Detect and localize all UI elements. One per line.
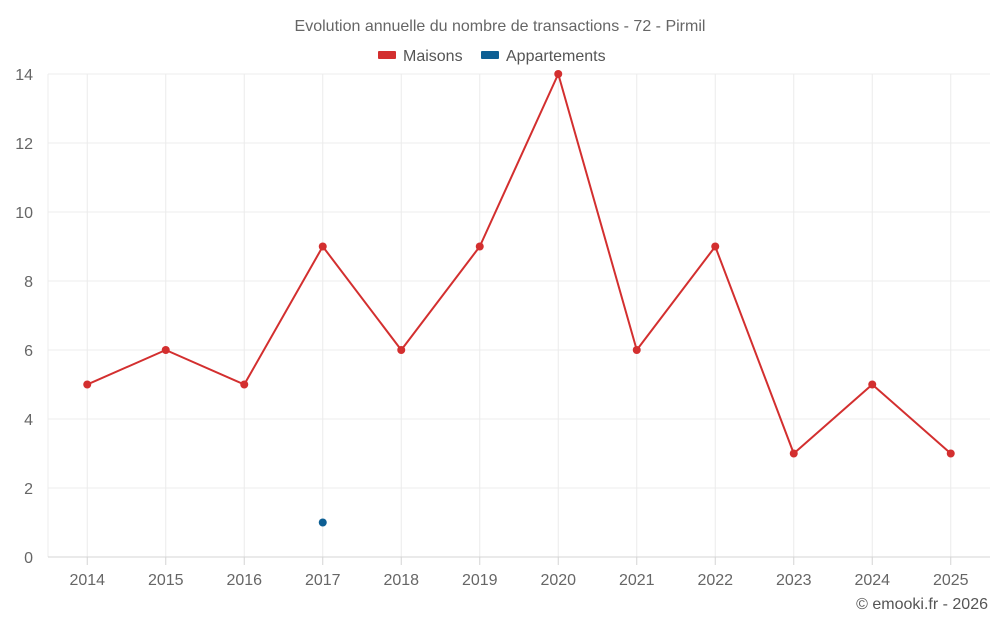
x-tick-label: 2022 bbox=[697, 572, 733, 589]
legend-swatch-maisons bbox=[378, 51, 396, 59]
data-point-maisons-2014[interactable] bbox=[83, 380, 92, 389]
data-point-appartements-2017[interactable] bbox=[318, 518, 327, 527]
x-tick-label: 2018 bbox=[383, 572, 419, 589]
legend-swatch-appartements bbox=[481, 51, 499, 59]
x-tick-label: 2023 bbox=[776, 572, 812, 589]
x-tick-label: 2017 bbox=[305, 572, 341, 589]
grid bbox=[48, 73, 990, 557]
x-tick-label: 2025 bbox=[933, 572, 969, 589]
x-tick-label: 2016 bbox=[226, 572, 262, 589]
y-tick-label: 14 bbox=[15, 67, 33, 84]
data-point-maisons-2018[interactable] bbox=[397, 346, 406, 354]
x-tick-label: 2020 bbox=[540, 572, 576, 589]
data-point-maisons-2022[interactable] bbox=[711, 242, 720, 251]
x-tick-label: 2019 bbox=[462, 572, 498, 589]
x-tick-label: 2021 bbox=[619, 572, 655, 589]
x-tick-label: 2015 bbox=[148, 572, 184, 589]
y-tick-label: 10 bbox=[15, 205, 33, 222]
y-tick-label: 12 bbox=[15, 136, 33, 153]
y-tick-label: 4 bbox=[24, 412, 33, 429]
series bbox=[83, 70, 955, 527]
y-tick-label: 6 bbox=[24, 343, 33, 360]
x-tick-label: 2014 bbox=[69, 572, 105, 589]
y-tick-label: 8 bbox=[24, 274, 33, 291]
y-tick-label: 2 bbox=[24, 481, 33, 498]
axes: 0 2 4 6 8 10 12 14 2014 2015 2016 2017 2018 2019 2020 2… bbox=[15, 67, 990, 589]
data-point-maisons-2016[interactable] bbox=[240, 380, 249, 389]
data-point-maisons-2019[interactable] bbox=[475, 242, 484, 251]
chart-legend: Maisons Appartements bbox=[378, 48, 606, 65]
legend-label-maisons: Maisons bbox=[403, 48, 463, 65]
series-line-maisons bbox=[86, 73, 952, 455]
data-point-maisons-2020[interactable] bbox=[554, 70, 563, 78]
legend-item-maisons[interactable]: Maisons bbox=[378, 48, 463, 65]
legend-label-appartements: Appartements bbox=[506, 48, 606, 65]
chart-title: Evolution annuelle du nombre de transact… bbox=[295, 18, 706, 35]
data-point-maisons-2015[interactable] bbox=[161, 346, 170, 354]
data-point-maisons-2024[interactable] bbox=[868, 380, 877, 389]
data-point-maisons-2023[interactable] bbox=[789, 449, 798, 458]
data-point-maisons-2017[interactable] bbox=[318, 242, 327, 251]
credit-text: © emooki.fr - 2026 bbox=[856, 596, 988, 613]
data-point-maisons-2025[interactable] bbox=[946, 449, 955, 458]
legend-item-appartements[interactable]: Appartements bbox=[481, 48, 606, 65]
data-point-maisons-2021[interactable] bbox=[632, 346, 641, 354]
y-tick-label: 0 bbox=[24, 550, 33, 567]
x-tick-label: 2024 bbox=[854, 572, 890, 589]
